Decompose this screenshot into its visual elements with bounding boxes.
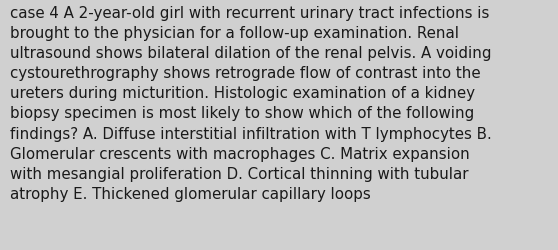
Text: case 4 A 2-year-old girl with recurrent urinary tract infections is
brought to t: case 4 A 2-year-old girl with recurrent … xyxy=(10,6,492,201)
